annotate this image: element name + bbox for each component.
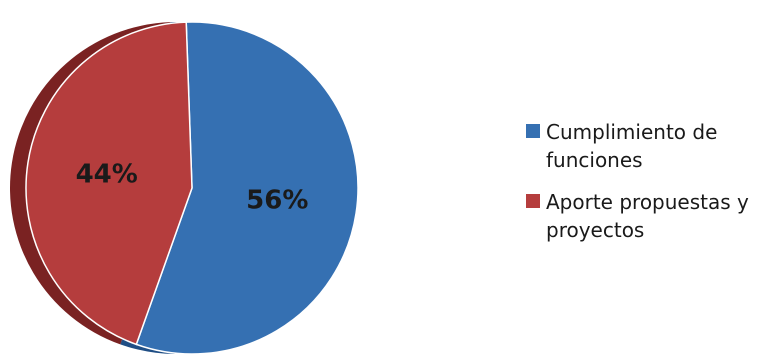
legend: Cumplimiento de funciones Aporte propues… bbox=[524, 118, 782, 258]
legend-swatch-aporte bbox=[526, 194, 540, 208]
legend-label-cumplimiento: Cumplimiento de funciones bbox=[546, 120, 718, 172]
legend-swatch-cumplimiento bbox=[526, 124, 540, 138]
pie-slice-0 bbox=[135, 21, 359, 355]
legend-item-aporte: Aporte propuestas y proyectos bbox=[524, 188, 782, 244]
legend-item-cumplimiento: Cumplimiento de funciones bbox=[524, 118, 782, 174]
pie-data-label-1: 44% bbox=[76, 159, 138, 189]
pie-data-label-0: 56% bbox=[246, 186, 308, 216]
pie-slices bbox=[25, 21, 359, 355]
legend-label-aporte: Aporte propuestas y proyectos bbox=[546, 190, 749, 242]
pie-slice-1 bbox=[25, 21, 193, 346]
pie-chart: 56% 44% bbox=[10, 21, 359, 355]
pie-data-labels: 56% 44% bbox=[76, 159, 309, 215]
